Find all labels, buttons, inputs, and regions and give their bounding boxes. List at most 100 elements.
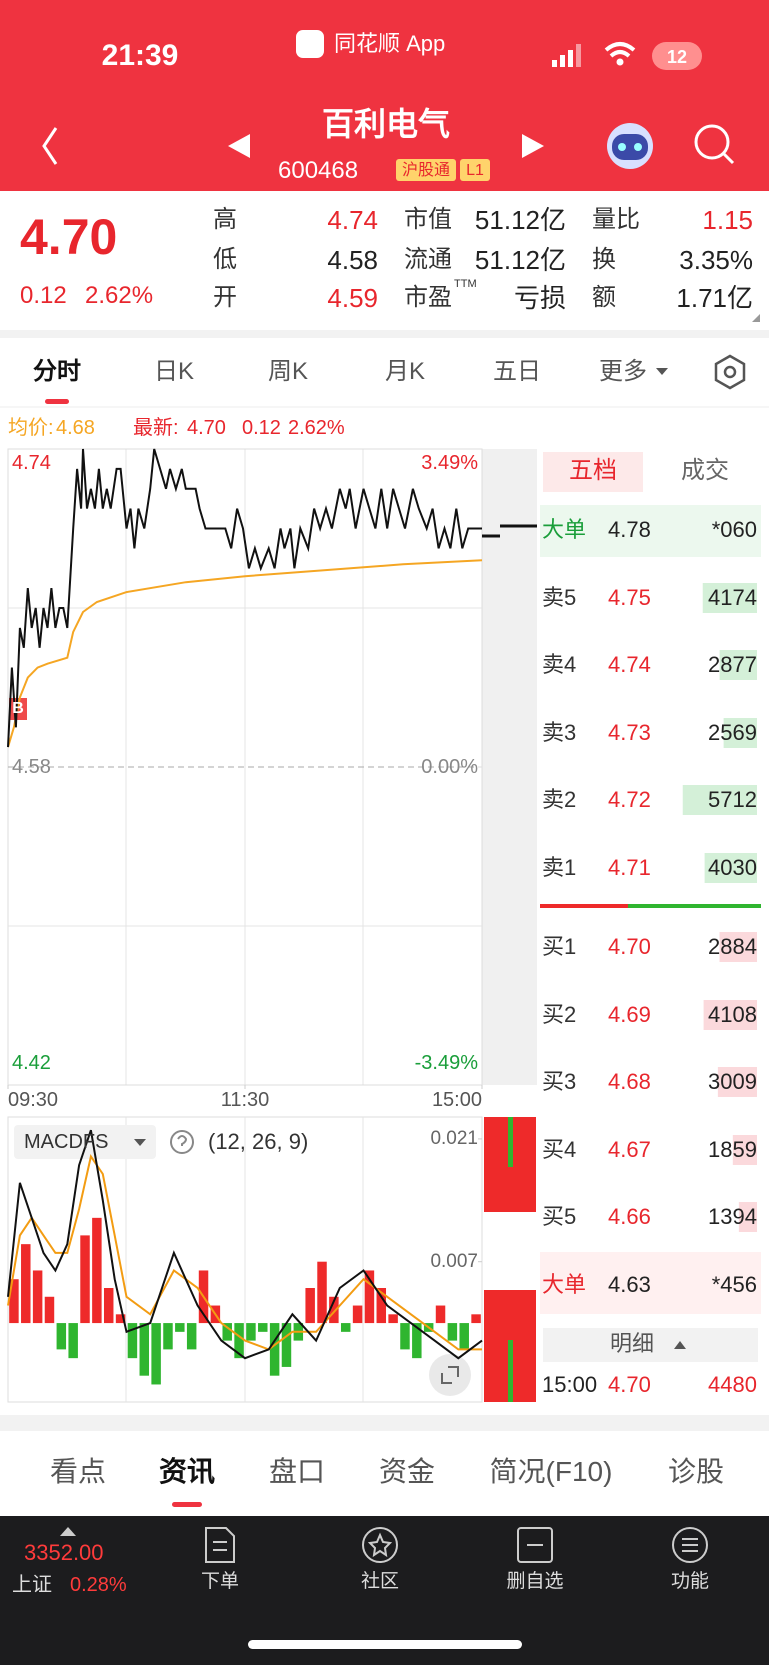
macd-after-hours — [484, 1117, 536, 1402]
avg-label: 均价: — [8, 417, 54, 439]
expand-button[interactable] — [429, 1354, 471, 1396]
bottom-tab[interactable]: 诊股 — [667, 1456, 725, 1487]
stat-value: 4.58 — [327, 245, 378, 275]
chart-tab[interactable]: 周K — [267, 358, 309, 385]
x-tick-label: 15:00 — [431, 1089, 482, 1111]
chart-tab[interactable]: 月K — [384, 358, 426, 385]
y-tick-label: 4.58 — [12, 756, 51, 778]
badge-bg — [460, 159, 490, 181]
volume-bar — [717, 1067, 757, 1097]
bottom-tab[interactable]: 资讯 — [158, 1456, 216, 1487]
app-logo — [296, 30, 324, 58]
last-change-pct: 2.62% — [288, 417, 345, 439]
macd-bar — [9, 1279, 19, 1324]
next-stock[interactable] — [522, 134, 544, 158]
macd-bar — [269, 1323, 280, 1376]
header-bg — [0, 0, 769, 191]
nav-item[interactable]: 功能 — [670, 1570, 710, 1592]
bottom-tab[interactable]: 看点 — [49, 1456, 107, 1487]
macd-bar — [175, 1323, 185, 1332]
macd-bar — [246, 1323, 256, 1341]
expand-icon — [441, 1366, 459, 1384]
back-button[interactable] — [42, 127, 58, 165]
volume-bar — [704, 853, 757, 883]
search-icon[interactable] — [694, 124, 735, 165]
help-icon-mark — [177, 1135, 188, 1146]
volume-bar — [719, 932, 757, 962]
book-volume: 4030 — [708, 855, 757, 880]
help-icon[interactable] — [170, 1130, 194, 1154]
macd-bar — [400, 1323, 410, 1350]
macd-bar — [163, 1323, 173, 1350]
book-label: 买3 — [542, 1069, 577, 1094]
buy-marker: B — [12, 700, 24, 717]
indicator-selector[interactable] — [14, 1125, 156, 1159]
nav-item[interactable]: 下单 — [200, 1570, 240, 1592]
book-price: 4.72 — [608, 787, 651, 812]
last-label: 最新: — [133, 417, 179, 439]
indicator-params: (12, 26, 9) — [208, 1129, 309, 1154]
book-label: 买2 — [542, 1002, 577, 1027]
settings-icon[interactable] — [714, 354, 746, 390]
separator — [0, 330, 769, 338]
status-time: 21:39 — [101, 39, 179, 72]
bottom-tab[interactable]: 简况(F10) — [489, 1456, 613, 1487]
y2-tick-label: 0.00% — [421, 756, 478, 778]
stat-label: 量比 — [592, 206, 640, 233]
volume-bar — [702, 583, 757, 613]
signal-icon — [552, 44, 581, 67]
macd-bar — [32, 1270, 43, 1324]
book-price: 4.75 — [608, 585, 651, 610]
tab-active-bg — [543, 452, 643, 492]
volume-bar — [719, 650, 757, 680]
macd-bar — [186, 1323, 197, 1350]
book-label: 大单 — [542, 1272, 587, 1297]
bottom-tab[interactable]: 资金 — [378, 1456, 436, 1487]
book-label: 卖2 — [542, 787, 577, 812]
book-label: 买5 — [542, 1204, 577, 1229]
avg-value: 4.68 — [56, 417, 95, 439]
book-volume: 4108 — [708, 1002, 757, 1027]
after-hours-strip — [482, 449, 537, 1085]
nav-item[interactable]: 社区 — [360, 1570, 400, 1592]
detail-toggle[interactable]: 明细 — [609, 1331, 655, 1356]
book-price: 4.67 — [608, 1137, 651, 1162]
book-label: 卖3 — [542, 720, 577, 745]
last-price: 4.70 — [20, 209, 118, 265]
trade-price: 4.70 — [608, 1372, 651, 1397]
stock-name: 百利电气 — [321, 106, 451, 142]
macd-bar — [56, 1323, 67, 1350]
home-indicator — [248, 1640, 522, 1649]
nav-item[interactable]: 删自选 — [506, 1570, 564, 1592]
x-tick-label: 11:30 — [220, 1089, 270, 1111]
nav-icons — [205, 1527, 708, 1563]
macd-bar — [388, 1314, 398, 1324]
stat-value: 51.12亿 — [474, 245, 566, 275]
stat-label: 额 — [592, 284, 616, 311]
change-pct: 2.62% — [85, 282, 154, 309]
chart-tab[interactable]: 五日 — [493, 358, 541, 385]
prev-stock[interactable] — [228, 134, 250, 158]
macd-bar — [352, 1305, 363, 1324]
macd-bar — [364, 1270, 375, 1324]
bottom-tab[interactable]: 盘口 — [268, 1456, 326, 1487]
dropdown-caret — [134, 1139, 146, 1146]
stat-sup: TTM — [454, 277, 477, 290]
macd-bar — [127, 1323, 138, 1359]
badge: L1 — [466, 162, 484, 179]
stat-value: 亏损 — [513, 283, 566, 313]
chart-tab[interactable]: 日K — [153, 358, 195, 385]
book-tab[interactable]: 五档 — [569, 457, 617, 484]
robot-icon[interactable] — [607, 123, 653, 169]
row-bg — [540, 505, 761, 557]
chart-tab[interactable]: 分时 — [33, 358, 81, 385]
chart-tab[interactable]: 更多 — [599, 358, 647, 385]
book-label: 买4 — [542, 1137, 577, 1162]
book-label: 大单 — [542, 517, 587, 542]
detail-bg[interactable] — [543, 1328, 758, 1362]
book-price: 4.78 — [608, 517, 651, 542]
indicator-name[interactable]: MACDFS — [24, 1131, 109, 1153]
book-tab[interactable]: 成交 — [681, 457, 729, 484]
price-line — [7, 448, 482, 748]
